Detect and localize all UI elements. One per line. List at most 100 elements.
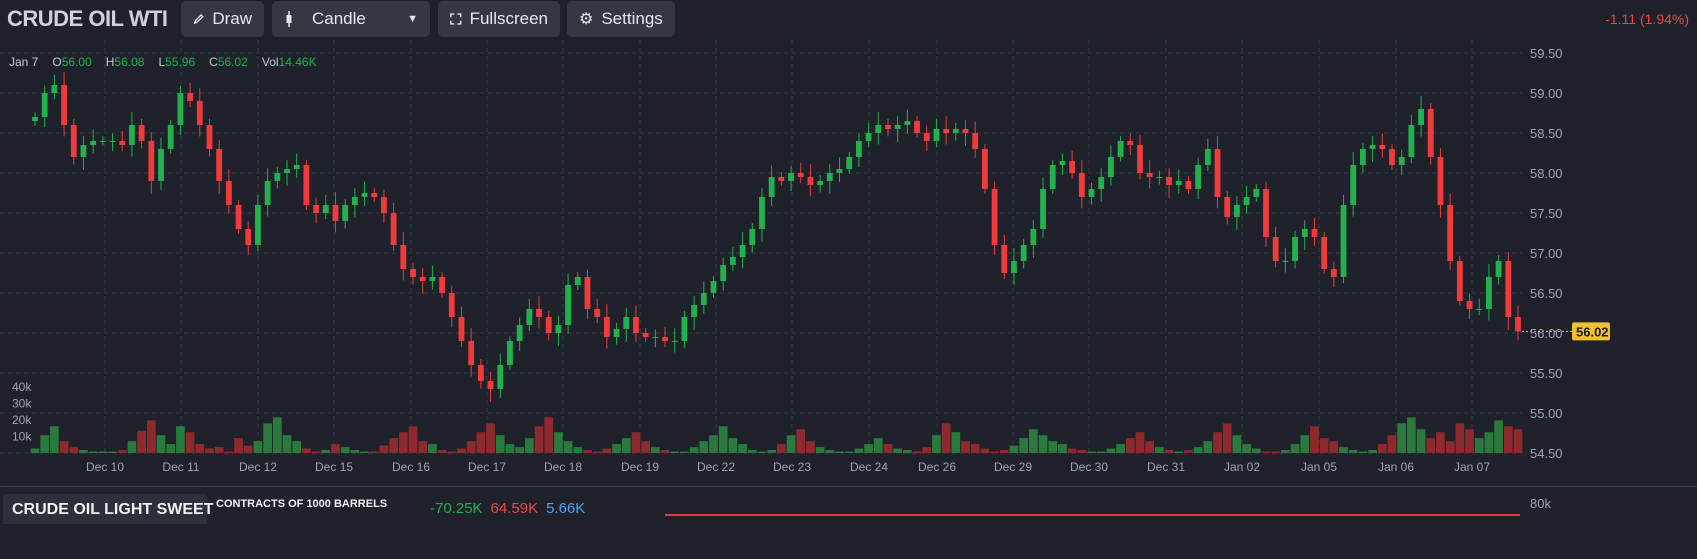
- candle-body: [448, 293, 455, 317]
- candle-body: [119, 141, 126, 145]
- volume-bar: [1193, 447, 1203, 453]
- candle-body: [70, 125, 77, 157]
- volume-bar: [854, 448, 864, 453]
- candle-body: [1127, 141, 1134, 145]
- candle-body: [1311, 229, 1318, 237]
- time-tick-label: Jan 06: [1378, 460, 1414, 474]
- volume-bar: [1125, 438, 1135, 453]
- volume-bar: [893, 448, 903, 453]
- volume-bar: [932, 435, 941, 453]
- tab-crude-oil-light-sweet[interactable]: CRUDE OIL LIGHT SWEET: [3, 494, 213, 524]
- stat-blue: 5.66K: [546, 500, 586, 517]
- draw-button[interactable]: Draw: [181, 1, 264, 37]
- volume-bar: [1184, 450, 1193, 453]
- candle-body: [633, 317, 639, 333]
- volume-bar: [554, 432, 563, 453]
- time-tick-label: Dec 10: [86, 460, 124, 474]
- time-tick-label: Jan 02: [1224, 460, 1260, 474]
- volume-bar: [282, 435, 292, 453]
- candle-body: [662, 337, 668, 341]
- candle-body: [225, 181, 232, 205]
- volume-bar: [398, 432, 408, 453]
- candle-body: [729, 257, 736, 265]
- settings-button[interactable]: ⚙ Settings: [567, 1, 675, 37]
- candle-body: [313, 205, 319, 213]
- volume-bar: [486, 423, 495, 453]
- volume-value: 14.46K: [278, 55, 317, 69]
- candle-body: [90, 141, 97, 145]
- volume-bar: [176, 426, 185, 453]
- volume-bar: [544, 417, 554, 453]
- candle-body: [497, 365, 504, 389]
- volume-bar: [243, 445, 253, 453]
- cot-series-line: [665, 514, 1520, 516]
- candle-body: [1301, 229, 1308, 237]
- volume-bar: [234, 438, 243, 453]
- volume-bar: [166, 444, 176, 453]
- volume-bar: [1484, 432, 1494, 453]
- draw-label: Draw: [212, 9, 252, 28]
- candle-body: [1398, 157, 1405, 165]
- candle-body: [1088, 189, 1095, 197]
- close-value: 56.02: [217, 55, 248, 69]
- candle-body: [1515, 317, 1521, 332]
- volume-bar: [1358, 451, 1368, 453]
- candle-body: [80, 145, 87, 157]
- volume-bar: [757, 451, 767, 453]
- volume-bar: [205, 448, 214, 453]
- volume-bar: [592, 451, 602, 453]
- candle-body: [361, 193, 368, 197]
- volume-bar: [156, 435, 166, 453]
- candle-body: [1078, 173, 1085, 197]
- candle-body: [1505, 261, 1512, 317]
- candle-body: [1059, 161, 1066, 165]
- candle-body: [594, 309, 601, 317]
- candle-body: [1098, 177, 1105, 189]
- volume-bar: [806, 441, 815, 453]
- fullscreen-button[interactable]: Fullscreen: [438, 1, 560, 37]
- candle-body: [875, 125, 882, 133]
- units-label: CONTRACTS OF 1000 BARRELS: [216, 498, 388, 510]
- gear-icon: ⚙: [579, 11, 594, 28]
- volume-axis: 40k 30k 20k 10k: [12, 380, 32, 444]
- volume-bar: [185, 432, 195, 453]
- volume-bar: [1513, 429, 1523, 453]
- volume-bar: [437, 450, 447, 453]
- time-tick-label: Dec 15: [315, 460, 353, 474]
- volume-bar: [1319, 438, 1329, 453]
- candle-body: [865, 133, 872, 141]
- volume-bar: [1242, 444, 1251, 453]
- candle-body: [1369, 145, 1376, 149]
- candle-body: [623, 317, 630, 329]
- settings-label: Settings: [601, 9, 663, 28]
- chart-type-select[interactable]: Candle ▼: [272, 1, 430, 37]
- volume-bar: [224, 451, 234, 453]
- volume-bar: [331, 444, 340, 453]
- volume-bar: [466, 441, 476, 453]
- candle-body: [1040, 189, 1046, 229]
- volume-bar: [1261, 451, 1271, 453]
- candle-body: [342, 205, 349, 221]
- time-axis: Dec 10 Dec 11 Dec 12 Dec 15 Dec 16 Dec 17 Dec …: [86, 460, 1490, 474]
- candle-body: [545, 317, 552, 333]
- price-chart[interactable]: 59.50 59.00 58.50 58.00 57.50 57.00 56.50 56.00…: [0, 0, 1697, 487]
- price-tick-label: 56.50: [1530, 286, 1563, 301]
- volume-bar: [515, 447, 524, 453]
- cot-stats: -70.25K 64.59K 5.66K: [430, 500, 585, 517]
- candle-body: [177, 93, 184, 125]
- candle-body: [303, 165, 310, 205]
- candle-body: [1330, 269, 1337, 277]
- price-axis: 59.50 59.00 58.50 58.00 57.50 57.00 56.50 56.00…: [1522, 46, 1610, 461]
- candle-body: [613, 329, 620, 337]
- candle-body: [710, 281, 717, 293]
- volume-bar: [1087, 451, 1096, 453]
- candle-body: [933, 129, 940, 141]
- volume-bar: [495, 435, 505, 453]
- volume-bar: [1019, 438, 1029, 453]
- candle-body: [904, 121, 911, 125]
- candle-body: [1185, 181, 1192, 189]
- candle-body: [1175, 181, 1182, 185]
- volume-bar: [1474, 438, 1484, 453]
- stat-green: -70.25K: [430, 500, 483, 517]
- candle-body: [1360, 149, 1366, 165]
